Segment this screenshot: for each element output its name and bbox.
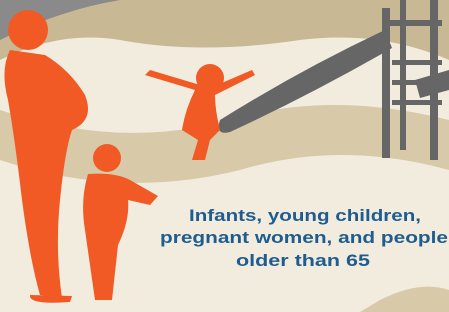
caption-line: pregnant women, and people: [160, 228, 448, 247]
page: Infants, young children, pregnant women,…: [0, 0, 449, 312]
caption-line: older than 65: [236, 251, 370, 270]
caption-line: Infants, young children,: [189, 206, 421, 225]
illustration: Infants, young children, pregnant women,…: [0, 0, 449, 312]
